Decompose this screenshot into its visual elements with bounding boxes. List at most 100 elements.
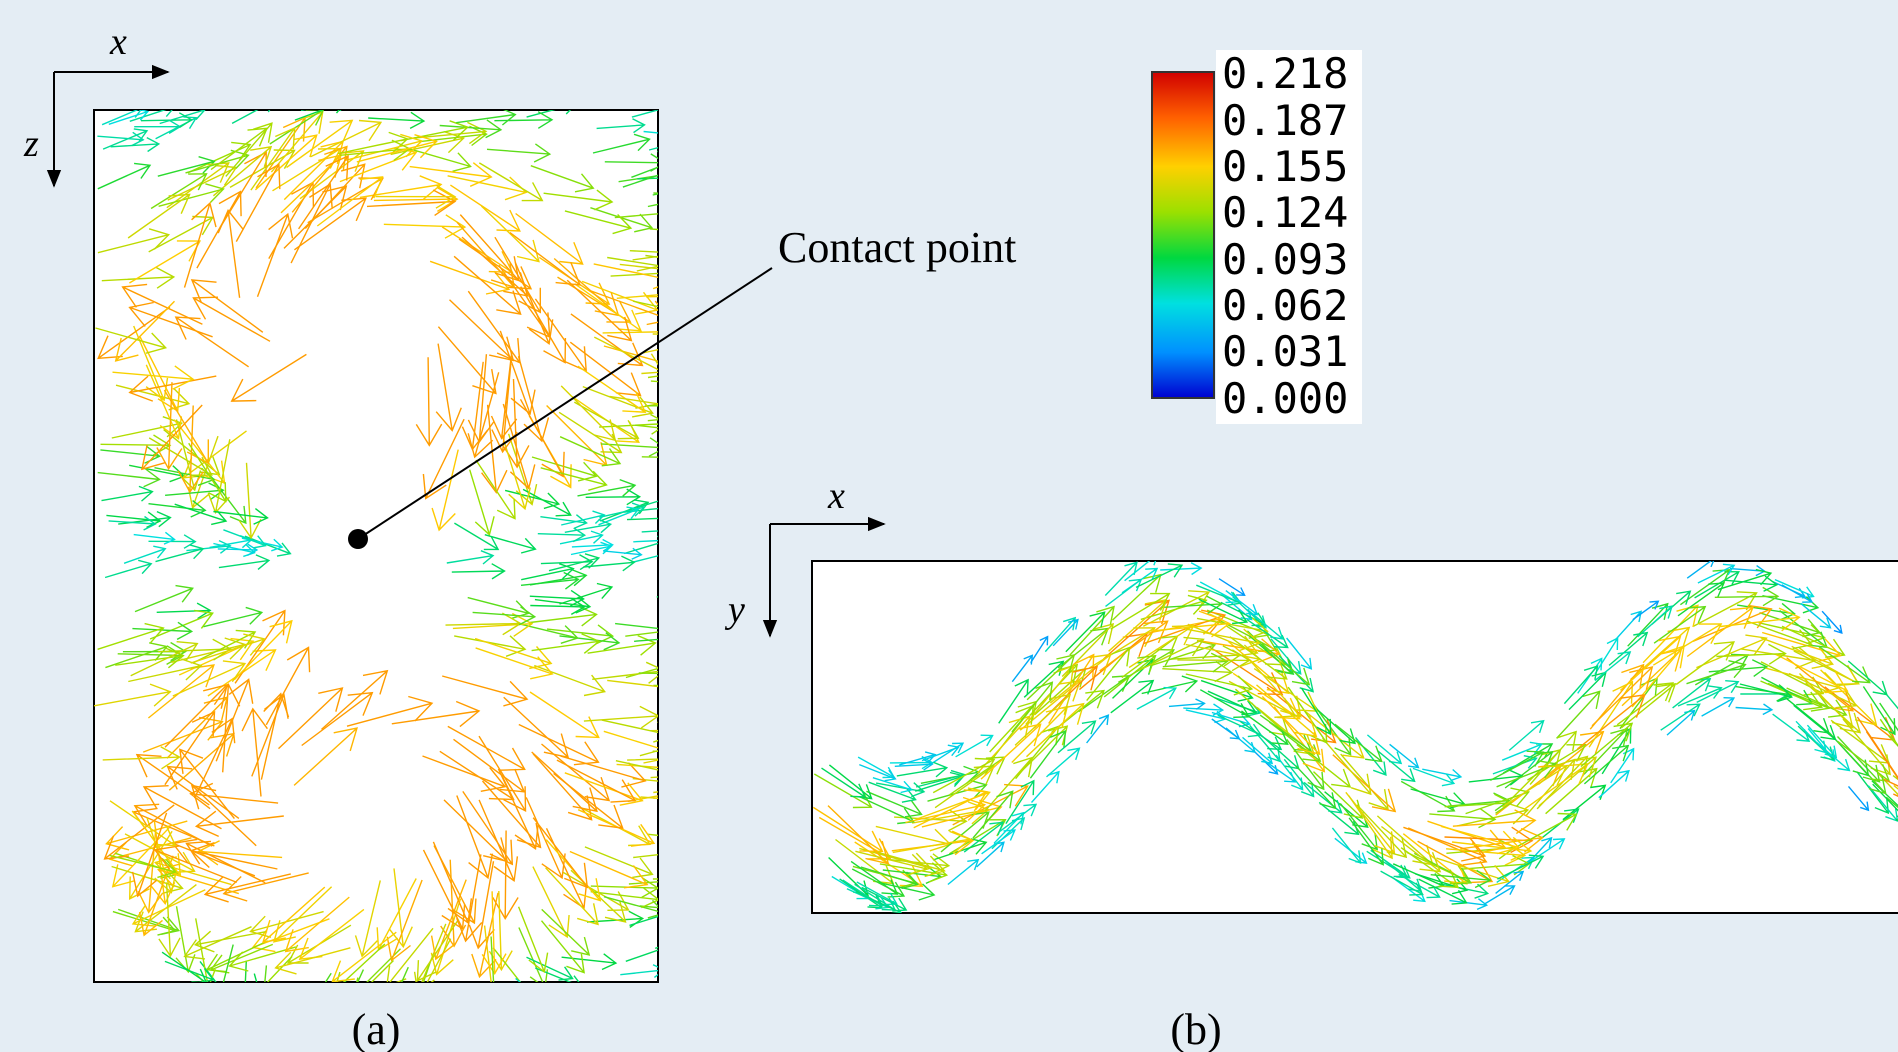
velocity-vector [1775, 653, 1849, 694]
velocity-vector [569, 850, 649, 889]
velocity-vector [1637, 605, 1674, 638]
velocity-vector [1313, 704, 1352, 756]
velocity-vector [346, 695, 434, 727]
velocity-vector [1398, 873, 1441, 899]
velocity-vector [517, 906, 549, 974]
velocity-vector [631, 555, 658, 564]
velocity-vector [607, 256, 658, 267]
velocity-vector [238, 462, 262, 540]
velocity-vector [1583, 727, 1629, 775]
velocity-vector [422, 755, 507, 792]
velocity-vector [472, 606, 537, 626]
velocity-vector [203, 606, 264, 628]
velocity-vector [115, 647, 185, 669]
velocity-vector [600, 437, 658, 457]
velocity-vector [570, 541, 613, 556]
velocity-vector [1112, 573, 1162, 621]
velocity-vector [1501, 741, 1543, 761]
velocity-vector [1865, 731, 1898, 797]
velocity-vector [230, 353, 307, 402]
velocity-vector [158, 882, 181, 958]
velocity-vector [629, 250, 658, 253]
velocity-vector [1065, 611, 1106, 653]
velocity-vector [999, 803, 1038, 832]
velocity-vector [1150, 613, 1231, 638]
velocity-vector [1283, 758, 1315, 798]
velocity-vector [467, 354, 495, 444]
velocity-vector [1110, 592, 1171, 630]
velocity-vector [218, 554, 271, 570]
velocity-vector [370, 960, 394, 982]
velocity-vector [278, 687, 344, 750]
velocity-vector [1256, 684, 1318, 738]
velocity-vector [471, 892, 499, 979]
velocity-vector [269, 110, 324, 145]
velocity-vector [494, 111, 554, 129]
velocity-vector [921, 744, 960, 762]
velocity-vector [1099, 620, 1169, 672]
velocity-vector [164, 710, 216, 786]
velocity-vector [1086, 646, 1131, 702]
velocity-vector [1436, 857, 1510, 887]
velocity-vector [1781, 584, 1814, 603]
colorbar-tick-1: 0.187 [1222, 96, 1348, 145]
velocity-vector [1444, 793, 1513, 814]
velocity-vector [645, 405, 658, 407]
velocity-vector [1029, 729, 1067, 779]
panel-a-axes-indicator: x z [23, 21, 170, 188]
velocity-vector [301, 110, 342, 112]
velocity-vector [1348, 795, 1393, 860]
velocity-vector [532, 817, 589, 889]
velocity-vector [223, 529, 267, 549]
velocity-vector [1160, 562, 1203, 576]
velocity-vector [1124, 561, 1157, 582]
velocity-vector [614, 213, 658, 219]
velocity-vector [518, 723, 600, 766]
velocity-vector [1354, 736, 1387, 776]
velocity-vector [626, 517, 658, 521]
velocity-vector [1196, 617, 1269, 639]
velocity-vector [1759, 612, 1822, 638]
velocity-vector [108, 110, 150, 125]
velocity-vector [1049, 653, 1112, 704]
velocity-vector [316, 176, 384, 227]
velocity-vector [1627, 602, 1669, 647]
velocity-vector [284, 896, 350, 953]
velocity-vector [1019, 680, 1082, 731]
velocity-vector [490, 936, 495, 982]
velocity-vector [911, 801, 990, 825]
velocity-vector [1525, 758, 1576, 816]
velocity-vector [439, 119, 503, 139]
velocity-vector [193, 717, 236, 799]
velocity-vector [1103, 654, 1157, 698]
velocity-vector [207, 439, 231, 515]
velocity-vector [1295, 765, 1337, 810]
velocity-vector [1760, 661, 1825, 696]
velocity-vector [1502, 765, 1568, 808]
velocity-vector [1376, 749, 1416, 783]
velocity-vector [409, 162, 493, 187]
velocity-vector [205, 940, 269, 973]
velocity-vector [142, 785, 222, 830]
velocity-vector [1332, 754, 1397, 813]
velocity-vector [520, 286, 567, 364]
velocity-vector [244, 535, 292, 557]
velocity-vector [454, 522, 500, 551]
velocity-vector [235, 163, 281, 242]
velocity-vector [129, 110, 173, 122]
velocity-vector [643, 130, 658, 134]
velocity-vector [217, 543, 259, 557]
velocity-vector [449, 299, 515, 362]
velocity-vector [638, 672, 658, 675]
velocity-vector [645, 254, 658, 258]
velocity-vector [1400, 847, 1460, 889]
velocity-vector [1862, 686, 1896, 736]
velocity-vector [980, 723, 1042, 780]
velocity-vector [148, 215, 214, 253]
panel-b: x y (b) [724, 475, 1898, 1052]
velocity-vector [1556, 690, 1601, 739]
velocity-vector [1128, 624, 1195, 669]
velocity-vector [130, 641, 199, 677]
velocity-vector [1800, 602, 1832, 629]
velocity-vector [1580, 722, 1634, 768]
